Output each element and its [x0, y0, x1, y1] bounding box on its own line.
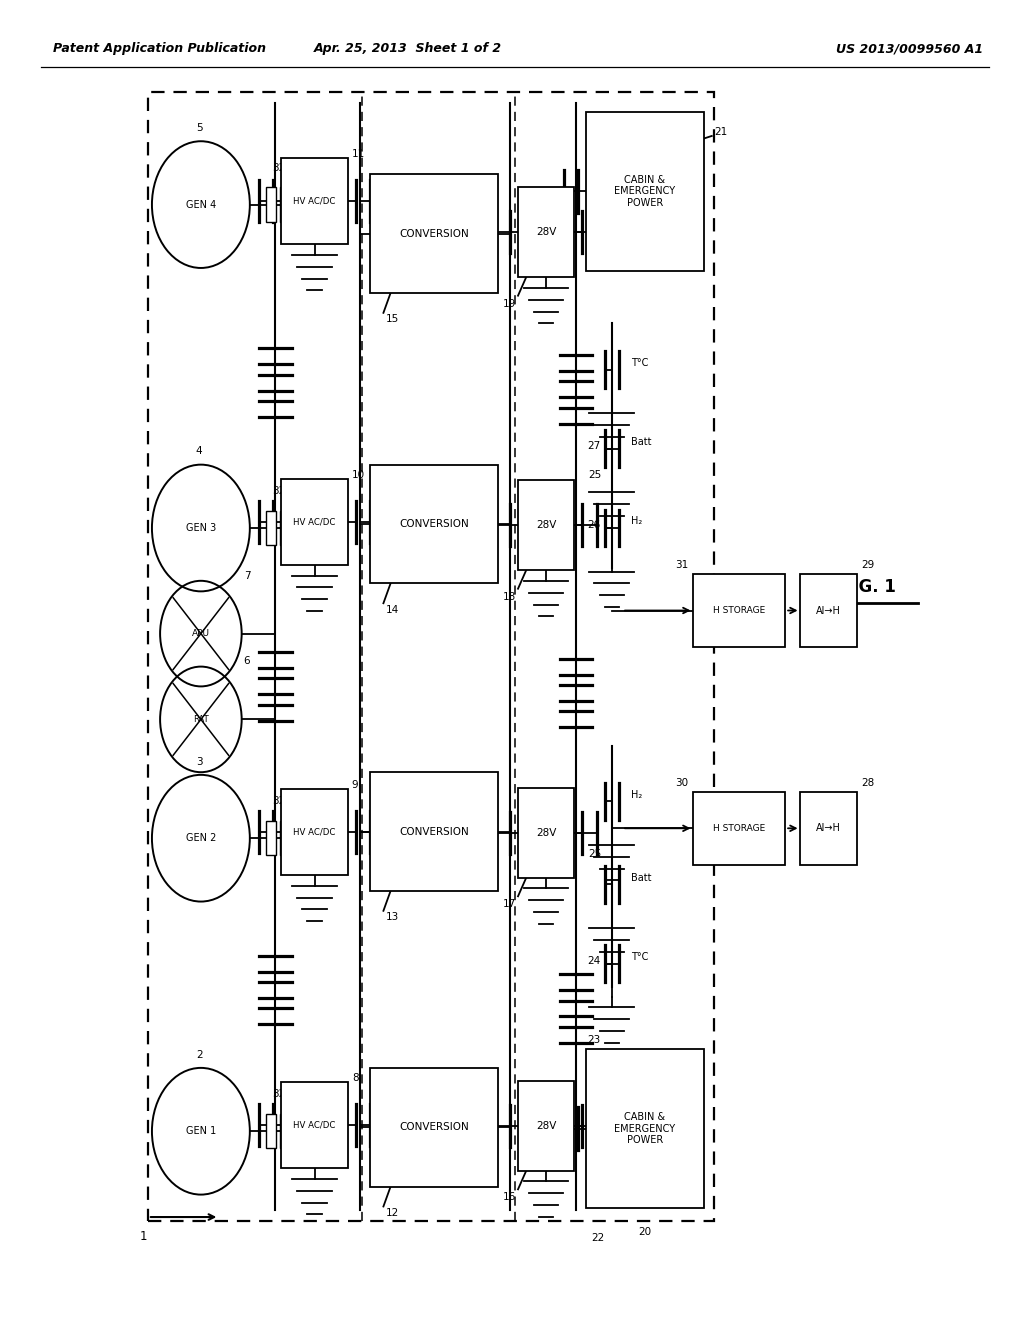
Text: 18: 18: [503, 591, 516, 602]
Text: H STORAGE: H STORAGE: [713, 824, 765, 833]
FancyBboxPatch shape: [370, 772, 498, 891]
Text: 6: 6: [244, 656, 250, 667]
Text: GEN 1: GEN 1: [185, 1126, 216, 1137]
FancyBboxPatch shape: [282, 1082, 348, 1168]
Text: 25: 25: [589, 849, 602, 859]
Text: 29: 29: [861, 560, 874, 570]
Text: 25: 25: [589, 470, 602, 480]
FancyBboxPatch shape: [370, 1068, 498, 1187]
FancyBboxPatch shape: [281, 187, 291, 222]
FancyBboxPatch shape: [281, 821, 291, 855]
FancyBboxPatch shape: [281, 511, 291, 545]
Text: GEN 2: GEN 2: [185, 833, 216, 843]
Text: T°C: T°C: [631, 952, 648, 962]
Text: CONVERSION: CONVERSION: [399, 1122, 469, 1133]
Text: 13: 13: [385, 912, 398, 923]
FancyBboxPatch shape: [282, 158, 348, 244]
Text: 19: 19: [503, 298, 516, 309]
Text: 5: 5: [196, 123, 203, 133]
Text: 22: 22: [592, 1233, 605, 1243]
Text: CABIN &
EMERGENCY
POWER: CABIN & EMERGENCY POWER: [614, 1111, 676, 1146]
Text: Apr. 25, 2013  Sheet 1 of 2: Apr. 25, 2013 Sheet 1 of 2: [313, 42, 502, 55]
FancyBboxPatch shape: [693, 792, 785, 865]
Text: 14: 14: [385, 605, 398, 615]
Text: T°C: T°C: [631, 358, 648, 368]
Text: Batt: Batt: [631, 873, 651, 883]
Text: 27: 27: [587, 441, 600, 451]
Text: 16: 16: [503, 1192, 516, 1203]
FancyBboxPatch shape: [266, 187, 276, 222]
FancyBboxPatch shape: [282, 479, 348, 565]
FancyBboxPatch shape: [518, 788, 574, 878]
Text: H₂: H₂: [631, 516, 642, 527]
Text: 8: 8: [352, 1073, 358, 1084]
Text: CABIN &
EMERGENCY
POWER: CABIN & EMERGENCY POWER: [614, 174, 676, 209]
Text: 3: 3: [196, 756, 203, 767]
Text: 28V: 28V: [536, 1121, 556, 1131]
Text: 32: 32: [271, 486, 285, 496]
Text: H₂: H₂: [631, 789, 642, 800]
Text: HV AC/DC: HV AC/DC: [294, 1121, 336, 1130]
Text: RAT: RAT: [194, 715, 209, 723]
Text: 30: 30: [675, 777, 688, 788]
Text: Al→H: Al→H: [816, 824, 841, 833]
FancyBboxPatch shape: [801, 792, 856, 865]
FancyBboxPatch shape: [266, 821, 276, 855]
Text: 28V: 28V: [536, 828, 556, 838]
FancyBboxPatch shape: [518, 480, 574, 570]
Text: 28V: 28V: [536, 520, 556, 531]
Text: 12: 12: [385, 1208, 398, 1218]
FancyBboxPatch shape: [801, 574, 856, 647]
Text: 11: 11: [352, 149, 365, 160]
FancyBboxPatch shape: [266, 1114, 276, 1148]
Text: Al→H: Al→H: [816, 606, 841, 615]
Text: 9: 9: [352, 780, 358, 791]
FancyBboxPatch shape: [370, 174, 498, 293]
Text: 2: 2: [196, 1049, 203, 1060]
Text: 31: 31: [675, 560, 688, 570]
FancyBboxPatch shape: [281, 1114, 291, 1148]
Text: APU: APU: [191, 630, 210, 638]
FancyBboxPatch shape: [587, 112, 703, 271]
Text: 20: 20: [638, 1226, 651, 1237]
Text: 28: 28: [861, 777, 874, 788]
Text: 32: 32: [271, 162, 285, 173]
Text: 32: 32: [271, 796, 285, 807]
FancyBboxPatch shape: [518, 1081, 574, 1171]
Text: HV AC/DC: HV AC/DC: [294, 828, 336, 837]
Text: GEN 4: GEN 4: [185, 199, 216, 210]
Text: 24: 24: [587, 956, 600, 966]
Text: 1: 1: [139, 1230, 147, 1243]
FancyBboxPatch shape: [518, 187, 574, 277]
FancyBboxPatch shape: [266, 511, 276, 545]
Text: 32: 32: [271, 1089, 285, 1100]
FancyBboxPatch shape: [370, 465, 498, 583]
Text: CONVERSION: CONVERSION: [399, 228, 469, 239]
Text: 10: 10: [352, 470, 365, 480]
Text: Batt: Batt: [631, 437, 651, 447]
Text: 26: 26: [587, 520, 600, 531]
Text: GEN 3: GEN 3: [185, 523, 216, 533]
Text: 17: 17: [503, 899, 516, 909]
Text: 15: 15: [385, 314, 398, 325]
Text: FIG. 1: FIG. 1: [842, 578, 896, 597]
Text: US 2013/0099560 A1: US 2013/0099560 A1: [837, 42, 983, 55]
FancyBboxPatch shape: [693, 574, 785, 647]
Text: HV AC/DC: HV AC/DC: [294, 517, 336, 527]
Text: H STORAGE: H STORAGE: [713, 606, 765, 615]
Text: CONVERSION: CONVERSION: [399, 826, 469, 837]
Text: 21: 21: [714, 127, 727, 137]
Text: HV AC/DC: HV AC/DC: [294, 197, 336, 206]
Text: Patent Application Publication: Patent Application Publication: [53, 42, 266, 55]
FancyBboxPatch shape: [587, 1049, 703, 1208]
Text: 28V: 28V: [536, 227, 556, 238]
Text: 7: 7: [244, 570, 250, 581]
Text: 4: 4: [196, 446, 203, 457]
Text: CONVERSION: CONVERSION: [399, 519, 469, 529]
FancyBboxPatch shape: [282, 789, 348, 875]
Text: 23: 23: [587, 1035, 600, 1045]
